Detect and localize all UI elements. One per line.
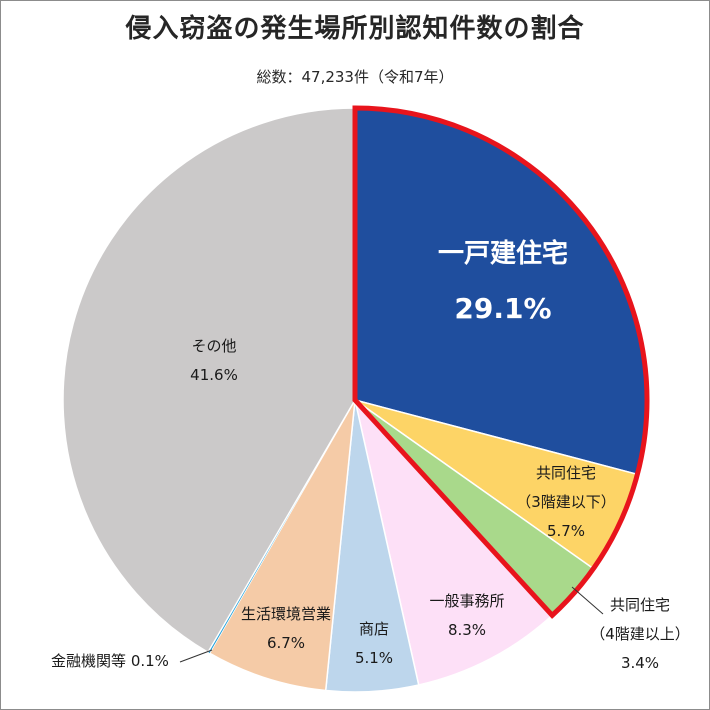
slice-label-apartment-low: 共同住宅	[536, 464, 596, 482]
highlight-outline	[352, 105, 650, 619]
slice-label-financial: 金融機関等 0.1%	[51, 652, 169, 670]
slice-label-apartment-high: 共同住宅	[610, 596, 670, 614]
slice-value-detached-house: 29.1%	[454, 292, 551, 325]
chart-title: 侵入窃盗の発生場所別認知件数の割合	[125, 14, 585, 44]
slice-sublabel-apartment-high: （4階建以上）	[590, 625, 690, 643]
slice-label-office: 一般事務所	[429, 592, 504, 610]
slice-label-service-business: 生活環境営業	[241, 605, 331, 623]
slice-value-apartment-high: 3.4%	[621, 654, 659, 672]
slice-value-office: 8.3%	[448, 621, 486, 639]
slice-value-other: 41.6%	[190, 366, 238, 384]
pie-slice-office	[353, 397, 554, 686]
pie-slice-other	[62, 107, 356, 654]
slice-label-shop: 商店	[359, 620, 389, 638]
slice-label-detached-house: 一戸建住宅	[438, 238, 568, 269]
chart-subtitle: 総数：47,233件（令和7年）	[256, 68, 454, 86]
leader-line-financial	[179, 649, 213, 663]
pie-slice-service-business	[208, 399, 356, 692]
slice-label-other: その他	[191, 337, 236, 355]
slice-sublabel-apartment-low: （3階建以下）	[516, 493, 616, 511]
slice-value-shop: 5.1%	[355, 649, 393, 667]
slice-value-service-business: 6.7%	[267, 634, 305, 652]
slice-value-apartment-low: 5.7%	[547, 522, 585, 540]
leader-line-apartment-high	[571, 586, 604, 615]
